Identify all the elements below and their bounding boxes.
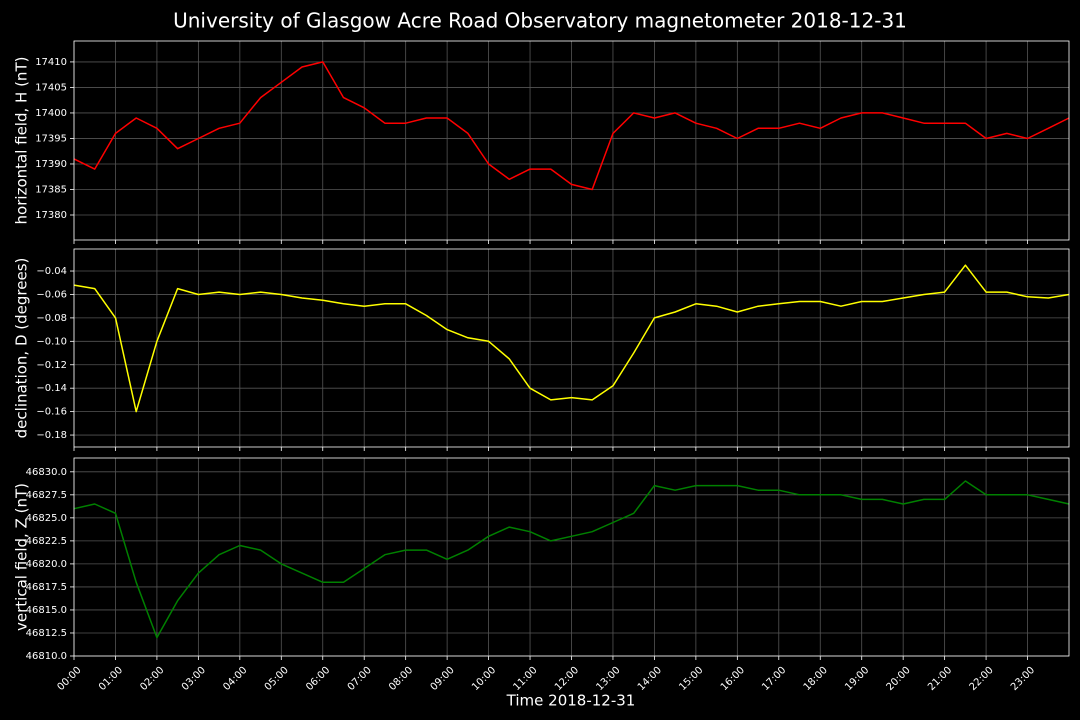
- y-tick-label: −0.18: [36, 430, 67, 441]
- y-tick-label: −0.10: [36, 336, 67, 347]
- x-tick-label: 12:00: [553, 665, 581, 693]
- y-tick-label: 46810.0: [26, 651, 67, 662]
- x-tick-label: 23:00: [1009, 665, 1037, 693]
- y-tick-label: 17385: [35, 184, 67, 195]
- data-line: [73, 480, 1070, 639]
- y-tick-label: 46815.0: [26, 605, 67, 616]
- x-tick-label: 02:00: [138, 665, 166, 693]
- axes-frame: [73, 457, 1070, 657]
- x-tick-label: 22:00: [968, 665, 996, 693]
- y-tick-label: 46825.0: [26, 513, 67, 524]
- x-tick-label: 03:00: [180, 665, 208, 693]
- y-tick-label: 46822.5: [26, 536, 67, 547]
- y-tick-label: 46830.0: [26, 467, 67, 478]
- figure-title: University of Glasgow Acre Road Observat…: [173, 9, 907, 33]
- y-tick-label: −0.12: [36, 360, 67, 371]
- y-tick-label: 17405: [35, 82, 67, 93]
- y-tick-label: 46817.5: [26, 582, 67, 593]
- y-tick-label: 17390: [35, 159, 67, 170]
- y-tick-label: −0.16: [36, 407, 67, 418]
- data-line: [73, 264, 1070, 413]
- x-tick-label: 08:00: [387, 665, 415, 693]
- x-axis-label: Time 2018-12-31: [506, 692, 636, 710]
- y-axis-label: horizontal field, H (nT): [13, 57, 31, 225]
- y-tick-label: 46812.5: [26, 628, 67, 639]
- x-tick-label: 07:00: [346, 665, 374, 693]
- y-tick-label: −0.04: [36, 266, 67, 277]
- y-axis-label: declination, D (degrees): [13, 258, 31, 439]
- axes-frame: [73, 40, 1070, 241]
- y-tick-label: 17400: [35, 108, 67, 119]
- x-tick-label: 19:00: [843, 665, 871, 693]
- y-tick-label: 17410: [35, 57, 67, 68]
- y-tick-label: −0.14: [36, 383, 67, 394]
- y-tick-label: 17380: [35, 210, 67, 221]
- x-tick-label: 20:00: [885, 665, 913, 693]
- x-tick-label: 21:00: [926, 665, 954, 693]
- x-tick-label: 00:00: [55, 665, 83, 693]
- y-tick-label: 46820.0: [26, 559, 67, 570]
- x-tick-label: 10:00: [470, 665, 498, 693]
- x-tick-label: 18:00: [802, 665, 830, 693]
- x-tick-label: 17:00: [760, 665, 788, 693]
- y-axis-label: vertical field, Z (nT): [13, 483, 31, 631]
- y-tick-label: −0.06: [36, 289, 67, 300]
- x-tick-label: 06:00: [304, 665, 332, 693]
- x-tick-label: 11:00: [512, 665, 540, 693]
- y-tick-label: −0.08: [36, 313, 67, 324]
- x-tick-label: 13:00: [594, 665, 622, 693]
- y-tick-label: 46827.5: [26, 490, 67, 501]
- x-tick-label: 15:00: [677, 665, 705, 693]
- axes-frame: [73, 248, 1070, 448]
- x-tick-label: 16:00: [719, 665, 747, 693]
- x-tick-label: 14:00: [636, 665, 664, 693]
- data-line: [73, 61, 1070, 191]
- x-tick-label: 01:00: [97, 665, 125, 693]
- y-tick-label: 17395: [35, 133, 67, 144]
- x-tick-label: 09:00: [429, 665, 457, 693]
- x-tick-label: 04:00: [221, 665, 249, 693]
- x-tick-label: 05:00: [263, 665, 291, 693]
